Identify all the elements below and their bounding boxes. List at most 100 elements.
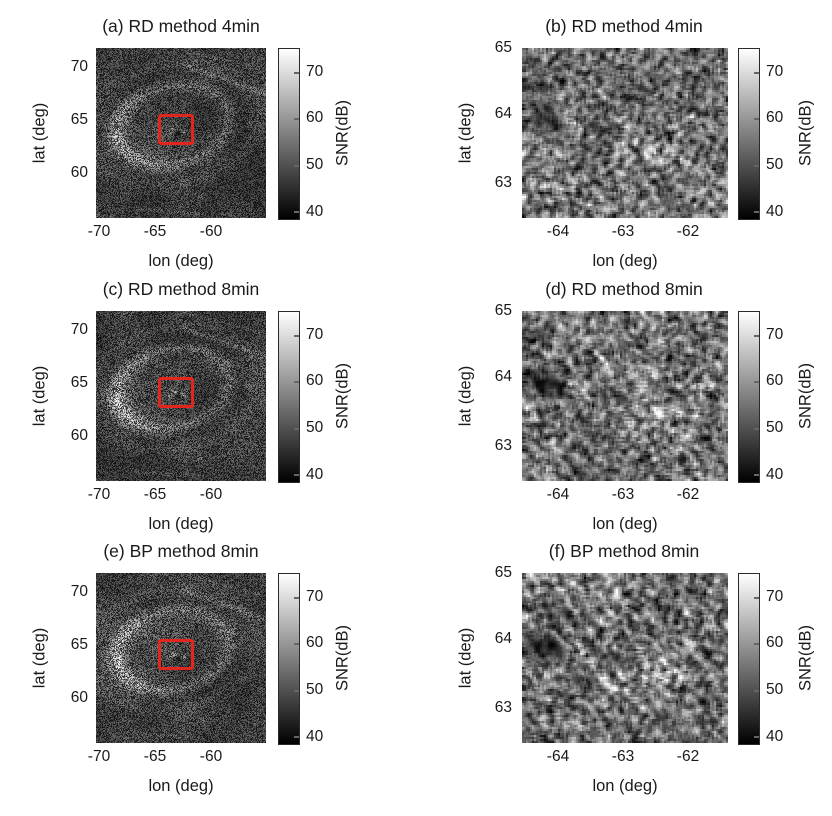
panel-e-title: (e) BP method 8min [103, 541, 259, 561]
panel-f-xtick: -63 [611, 748, 635, 765]
panel-f-heatmap-image [522, 573, 728, 743]
panel-e-colorbar-label: SNR(dB) [333, 624, 352, 692]
panel-a-xlabel: lon (deg) [148, 252, 214, 270]
panel-b-xtick: -62 [676, 223, 700, 240]
colorbar-tickmark [294, 381, 299, 383]
panel-d-colorbar-label: SNR(dB) [796, 362, 815, 430]
panel-f-title: (f) BP method 8min [548, 541, 700, 561]
panel-d-ytick: 63 [494, 437, 512, 454]
panel-b-colorbar-label: SNR(dB) [796, 99, 815, 167]
panel-b-cbtick: 40 [766, 203, 784, 220]
panel-e-xtick: -60 [199, 748, 223, 765]
panel-e-xtick: -70 [87, 748, 111, 765]
colorbar-tickmark [294, 474, 299, 476]
panel-f-heatmap [522, 573, 728, 743]
panel-c-xtick: -70 [87, 486, 111, 503]
panel-a-cbtick: 60 [306, 109, 324, 126]
colorbar-tickmark [754, 428, 759, 430]
colorbar-tickmark [294, 643, 299, 645]
colorbar-tickmark [294, 597, 299, 599]
panel-a-xtick: -70 [87, 223, 111, 240]
panel-c-xlabel: lon (deg) [148, 515, 214, 533]
colorbar-tickmark [754, 690, 759, 692]
panel-c-heatmap [96, 311, 266, 481]
panel-c-ytick: 70 [70, 321, 88, 338]
colorbar-tickmark [754, 72, 759, 74]
panel-b-xtick: -64 [546, 223, 570, 240]
panel-b-colorbar [738, 48, 760, 220]
colorbar-tickmark [754, 335, 759, 337]
panel-d-heatmap [522, 311, 728, 481]
panel-d-xtick: -62 [676, 486, 700, 503]
panel-f: (f) BP method 8min lat (deg) 65 64 63 -6… [416, 525, 832, 816]
panel-d-title: (d) RD method 8min [545, 279, 703, 299]
panel-a-roi-box [158, 114, 194, 145]
panel-b-ytick: 63 [494, 174, 512, 191]
panel-a-ytick: 70 [70, 58, 88, 75]
panel-d-cbtick: 60 [766, 372, 784, 389]
colorbar-tickmark [294, 690, 299, 692]
panel-c-roi-box [158, 377, 194, 408]
panel-e: (e) BP method 8min lat (deg) 70 65 60 -7… [0, 525, 416, 816]
panel-a-heatmap [96, 48, 266, 218]
panel-b-title: (b) RD method 4min [545, 16, 703, 36]
panel-d-xtick: -63 [611, 486, 635, 503]
colorbar-tickmark [754, 643, 759, 645]
colorbar-tickmark [754, 211, 759, 213]
panel-c: (c) RD method 8min lat (deg) 70 65 60 -7… [0, 263, 416, 555]
panel-c-cbtick: 50 [306, 419, 324, 436]
panel-c-ytick: 60 [70, 427, 88, 444]
colorbar-tickmark [294, 118, 299, 120]
panel-c-xtick: -65 [143, 486, 167, 503]
panel-d-cbtick: 50 [766, 419, 784, 436]
panel-d-heatmap-image [522, 311, 728, 481]
panel-c-colorbar-label: SNR(dB) [333, 362, 352, 430]
panel-c-cbtick: 40 [306, 466, 324, 483]
panel-e-heatmap-image [96, 573, 266, 743]
panel-d-xlabel: lon (deg) [592, 515, 658, 533]
panel-a-cbtick: 70 [306, 63, 324, 80]
panel-a-heatmap-image [96, 48, 266, 218]
panel-a: (a) RD method 4min lat (deg) 70 65 60 -7… [0, 0, 416, 292]
panel-a-cbtick: 40 [306, 203, 324, 220]
panel-f-ytick: 63 [494, 699, 512, 716]
panel-a-cbtick: 50 [306, 156, 324, 173]
panel-b-ytick: 65 [494, 39, 512, 56]
colorbar-tickmark [754, 381, 759, 383]
panel-d-xtick: -64 [546, 486, 570, 503]
panel-b-ytick: 64 [494, 105, 512, 122]
panel-f-xlabel: lon (deg) [592, 777, 658, 795]
panel-f-xtick: -64 [546, 748, 570, 765]
panel-e-cbtick: 70 [306, 588, 324, 605]
colorbar-tickmark [294, 428, 299, 430]
panel-b-cbtick: 60 [766, 109, 784, 126]
panel-e-cbtick: 40 [306, 728, 324, 745]
colorbar-tickmark [294, 335, 299, 337]
panel-b-heatmap [522, 48, 728, 218]
panel-f-cbtick: 50 [766, 681, 784, 698]
panel-e-xlabel: lon (deg) [148, 777, 214, 795]
panel-b-cbtick: 50 [766, 156, 784, 173]
colorbar-tickmark [754, 165, 759, 167]
panel-f-colorbar [738, 573, 760, 745]
colorbar-tickmark [294, 165, 299, 167]
panel-a-xtick: -65 [143, 223, 167, 240]
colorbar-tickmark [754, 118, 759, 120]
panel-f-cbtick: 40 [766, 728, 784, 745]
panel-f-ytick: 65 [494, 564, 512, 581]
panel-d-colorbar [738, 311, 760, 483]
panel-d-ytick: 65 [494, 302, 512, 319]
panel-b-cbtick: 70 [766, 63, 784, 80]
panel-e-colorbar [278, 573, 300, 745]
colorbar-tickmark [754, 474, 759, 476]
panel-a-colorbar [278, 48, 300, 220]
panel-a-colorbar-label: SNR(dB) [333, 99, 352, 167]
panel-b: (b) RD method 4min lat (deg) 65 64 63 -6… [416, 0, 832, 292]
panel-c-cbtick: 70 [306, 326, 324, 343]
panel-e-cbtick: 50 [306, 681, 324, 698]
panel-c-xtick: -60 [199, 486, 223, 503]
panel-e-ytick: 65 [70, 636, 88, 653]
panel-c-heatmap-image [96, 311, 266, 481]
panel-f-xtick: -62 [676, 748, 700, 765]
